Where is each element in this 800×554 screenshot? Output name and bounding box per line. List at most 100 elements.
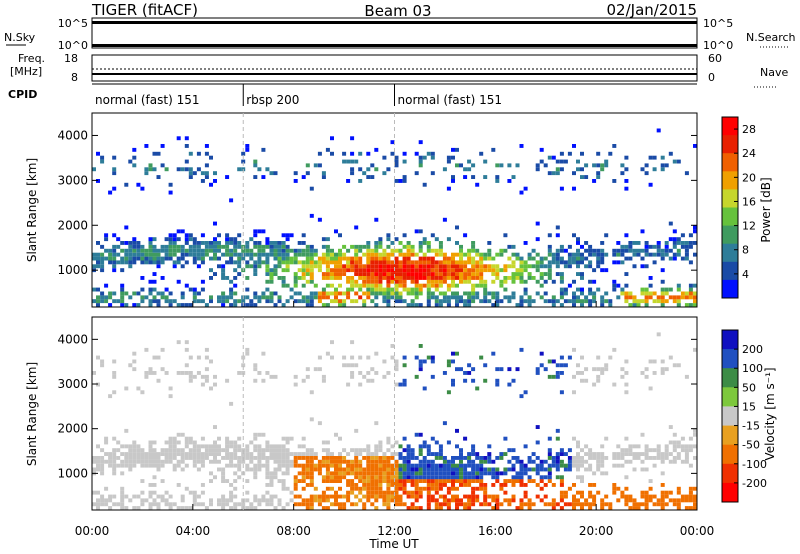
power-cell	[265, 264, 270, 269]
power-cell	[426, 268, 431, 273]
power-cell	[233, 237, 238, 242]
velocity-cell	[386, 479, 391, 483]
power-cell	[688, 295, 693, 300]
power-cell	[378, 272, 383, 276]
velocity-cell	[217, 498, 221, 503]
power-cell	[438, 299, 443, 304]
velocity-cell	[527, 456, 532, 460]
power-cell	[269, 279, 274, 284]
velocity-cell	[281, 436, 286, 441]
power-cell	[309, 256, 314, 261]
power-cell	[148, 287, 153, 292]
velocity-cell	[446, 502, 451, 507]
velocity-cell	[386, 475, 391, 480]
velocity-cell	[217, 452, 221, 456]
velocity-cell	[160, 479, 165, 483]
power-cell	[394, 179, 399, 183]
power-cell	[555, 252, 560, 257]
cpid-label: CPID	[8, 88, 37, 101]
velocity-cell	[213, 382, 217, 387]
power-cell	[668, 295, 673, 300]
power-cell	[652, 260, 657, 265]
velocity-cell	[200, 483, 205, 487]
velocity-cell	[426, 494, 431, 499]
velocity-cell	[253, 448, 258, 453]
xtick-label: 00:00	[680, 524, 715, 538]
velocity-cell	[580, 463, 584, 468]
power-cell	[624, 291, 629, 296]
power-cell	[305, 248, 310, 253]
velocity-cell	[543, 483, 548, 487]
velocity-cell	[152, 490, 157, 495]
velocity-cell	[221, 448, 226, 453]
power-cell	[580, 244, 584, 249]
power-cell	[479, 260, 484, 265]
power-cell	[261, 295, 266, 300]
power-cell	[418, 241, 423, 245]
power-cell	[301, 241, 306, 245]
velocity-cell	[402, 463, 407, 468]
power-cell	[378, 256, 383, 261]
noise-tick-bottom-right: 10^0	[703, 39, 733, 52]
velocity-cell	[422, 475, 427, 480]
velocity-cell	[108, 452, 113, 456]
velocity-cell	[374, 498, 379, 503]
power-cell	[321, 244, 326, 249]
velocity-cell	[519, 471, 524, 476]
velocity-cell	[467, 502, 472, 507]
power-cell	[495, 179, 500, 183]
power-cell	[164, 295, 169, 300]
velocity-cell	[495, 367, 500, 372]
velocity-cell	[434, 479, 439, 483]
velocity-cell	[334, 494, 338, 499]
velocity-cell	[527, 479, 532, 483]
power-cell	[446, 303, 451, 307]
power-cell	[253, 163, 258, 168]
velocity-cell	[592, 367, 597, 372]
velocity-cell	[487, 502, 492, 507]
velocity-cell	[588, 467, 593, 472]
velocity-cell	[672, 459, 677, 464]
velocity-cell	[398, 463, 403, 468]
power-cell	[132, 237, 137, 242]
velocity-cell	[245, 444, 250, 449]
power-cell	[656, 241, 661, 245]
velocity-cell	[374, 421, 379, 426]
radar-title: TIGER (fitACF)	[91, 1, 198, 19]
velocity-cell	[168, 459, 173, 464]
power-cell	[325, 264, 330, 269]
velocity-cell	[301, 475, 306, 480]
velocity-cell	[196, 456, 201, 460]
power-cell	[281, 276, 286, 280]
power-cell	[507, 264, 512, 269]
velocity-cell	[180, 498, 185, 503]
velocity-cell	[338, 494, 342, 499]
velocity-cell	[410, 502, 415, 507]
velocity-cell	[438, 483, 443, 487]
power-cell	[305, 268, 310, 273]
velocity-cell	[418, 463, 423, 468]
velocity-cell	[374, 483, 379, 487]
velocity-cell	[233, 502, 238, 507]
power-cell	[390, 291, 395, 296]
velocity-cell	[277, 459, 282, 464]
colorbar-frame	[721, 116, 739, 299]
power-cell	[350, 171, 355, 176]
velocity-cell	[499, 452, 504, 456]
velocity-cell	[604, 436, 609, 441]
power-cell	[253, 295, 258, 300]
velocity-cell	[265, 440, 270, 445]
velocity-cell	[612, 463, 617, 468]
power-cell	[313, 252, 318, 257]
power-cell	[451, 252, 455, 257]
power-cell	[261, 291, 266, 296]
power-cell	[362, 244, 367, 249]
velocity-cell	[644, 467, 649, 472]
power-cell	[221, 303, 226, 307]
velocity-cell	[608, 506, 613, 510]
power-cell	[559, 279, 564, 284]
power-cell	[362, 279, 367, 284]
velocity-cell	[402, 378, 407, 383]
power-cell	[684, 303, 689, 307]
power-cell	[390, 268, 395, 273]
